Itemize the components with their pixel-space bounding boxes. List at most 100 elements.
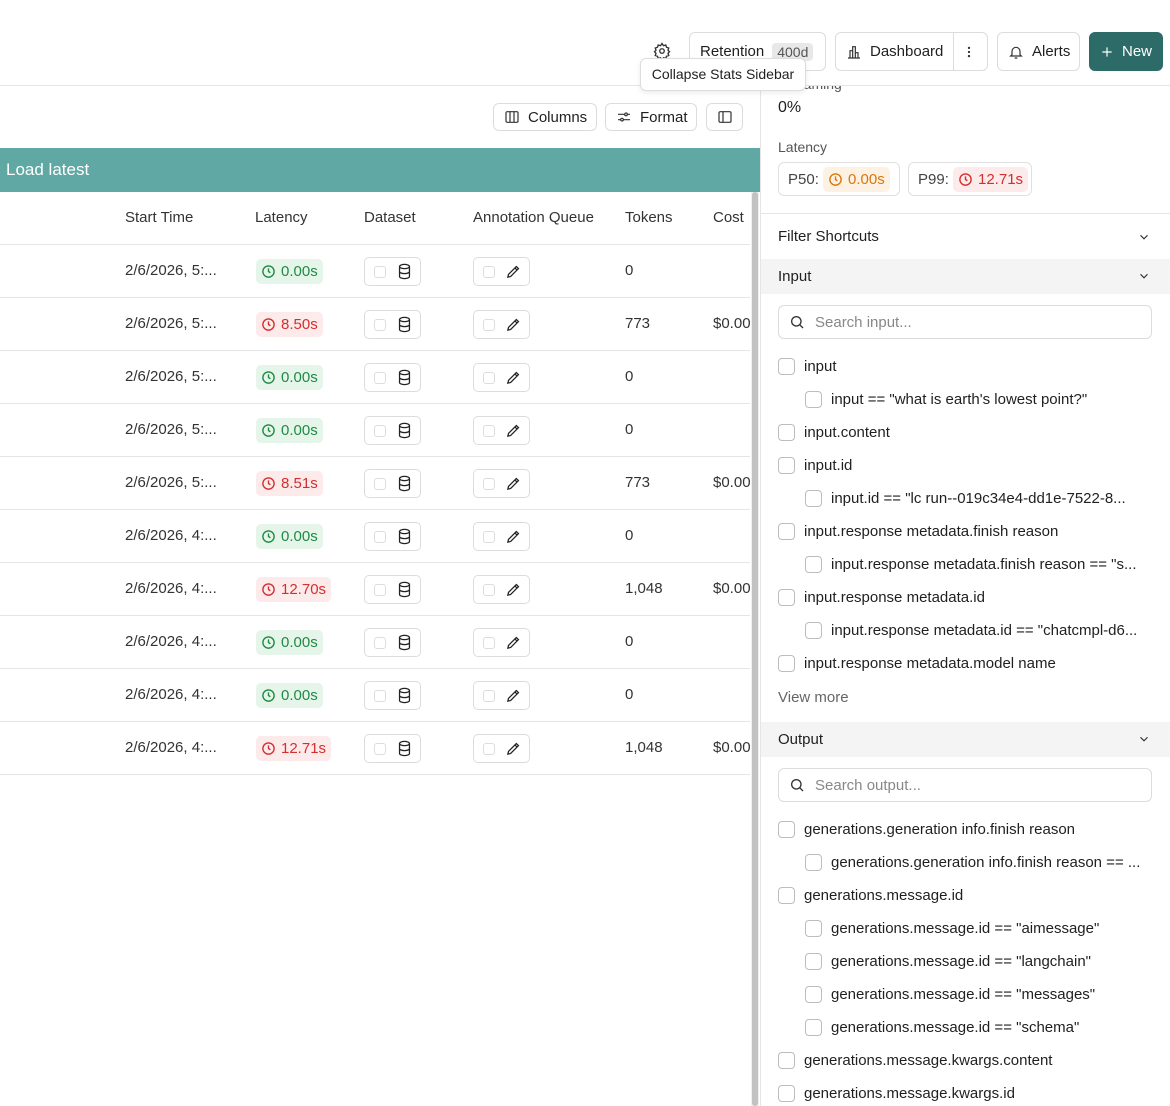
latency-pill: 0.00s [256,259,323,284]
filter-shortcuts-title[interactable]: Filter Shortcuts [778,228,879,245]
annotate-button[interactable] [473,681,530,710]
retention-badge: 400d [772,42,814,61]
annotate-button[interactable] [473,363,530,392]
filter-checkbox[interactable] [805,622,822,639]
table-row[interactable]: 2/6/2026, 4:... 0.00s 0 [0,616,750,669]
columns-label: Columns [528,108,588,126]
cost: $0.00 [713,580,750,597]
filter-checkbox[interactable] [778,887,795,904]
dataset-button[interactable] [364,416,421,445]
latency-pill: 0.00s [256,365,323,390]
new-button[interactable]: New [1089,32,1163,71]
pencil-icon [505,369,522,390]
dataset-button[interactable] [364,681,421,710]
dataset-button[interactable] [364,363,421,392]
dataset-button[interactable] [364,734,421,763]
section-header[interactable] [761,722,1170,757]
filter-checkbox[interactable] [778,358,795,375]
filter-label: input.response metadata.id == "chatcmpl-… [831,622,1138,639]
dataset-button[interactable] [364,469,421,498]
pencil-icon [505,475,522,496]
filter-checkbox[interactable] [805,556,822,573]
filter-checkbox[interactable] [778,523,795,540]
filter-checkbox[interactable] [805,854,822,871]
annotate-button[interactable] [473,628,530,657]
filter-checkbox[interactable] [805,920,822,937]
alerts-label: Alerts [1032,43,1071,60]
filter-checkbox[interactable] [805,1019,822,1036]
dataset-button[interactable] [364,575,421,604]
search-box[interactable]: Search output... [778,768,1152,802]
filter-checkbox[interactable] [778,589,795,606]
filter-checkbox[interactable] [778,655,795,672]
p99-pill: 12.71s [953,167,1029,192]
dataset-button[interactable] [364,522,421,551]
database-icon [396,316,413,337]
checkbox [483,690,495,702]
annotate-button[interactable] [473,310,530,339]
annotate-button[interactable] [473,575,530,604]
cost: $0.00 [713,315,750,332]
filter-label: generations.message.id == "messages" [831,986,1096,1003]
filter-checkbox[interactable] [778,1085,795,1102]
filter-checkbox[interactable] [805,391,822,408]
table-row[interactable]: 2/6/2026, 4:... 12.71s 1,048 $0.00 [0,722,750,775]
search-box[interactable]: Search input... [778,305,1152,339]
view-more[interactable]: View more [778,689,849,706]
annotate-button[interactable] [473,257,530,286]
table-row[interactable]: 2/6/2026, 5:... 0.00s 0 [0,351,750,404]
format-button[interactable]: Format [605,103,697,131]
filter-label: generations.generation info.finish reaso… [804,821,1076,838]
table-row[interactable]: 2/6/2026, 5:... 0.00s 0 [0,404,750,457]
header-border [0,244,750,245]
start-time: 2/6/2026, 5:... [125,262,217,279]
filter-checkbox[interactable] [805,490,822,507]
dataset-button[interactable] [364,628,421,657]
annotate-button[interactable] [473,522,530,551]
latency-pill: 0.00s [256,418,323,443]
pencil-icon [505,528,522,549]
divider [953,33,955,70]
table-row[interactable]: 2/6/2026, 4:... 0.00s 0 [0,669,750,722]
table-row[interactable]: 2/6/2026, 5:... 0.00s 0 [0,245,750,298]
checkbox [374,266,386,278]
tokens: 0 [625,368,634,385]
filter-checkbox[interactable] [778,424,795,441]
sidebar-toggle[interactable] [706,103,743,131]
load-latest-banner[interactable]: Load latest [0,148,760,192]
checkbox [483,319,495,331]
table-row[interactable]: 2/6/2026, 4:... 0.00s 0 [0,510,750,563]
database-icon [396,687,413,708]
alerts-button[interactable]: Alerts [997,32,1080,71]
latency-value: 12.71s [281,740,327,757]
filter-checkbox[interactable] [778,1052,795,1069]
annotate-button[interactable] [473,734,530,763]
cost: $0.00 [713,474,750,491]
dataset-button[interactable] [364,257,421,286]
filter-checkbox[interactable] [778,821,795,838]
section-header[interactable] [761,259,1170,294]
settings-icon[interactable] [653,42,671,60]
table-row[interactable]: 2/6/2026, 5:... 8.51s 773 $0.00 [0,457,750,510]
tokens: 0 [625,527,634,544]
latency-value: 0.00s [281,263,318,280]
annotate-button[interactable] [473,416,530,445]
pencil-icon [505,316,522,337]
filter-checkbox[interactable] [778,457,795,474]
filter-checkbox[interactable] [805,986,822,1003]
dataset-button[interactable] [364,310,421,339]
filter-checkbox[interactable] [805,953,822,970]
checkbox [374,637,386,649]
database-icon [396,475,413,496]
database-icon [396,581,413,602]
latency-value: 0.00s [281,422,318,439]
dashboard-button[interactable]: Dashboard [835,32,988,71]
sidebar-border [760,86,761,1106]
annotate-button[interactable] [473,469,530,498]
table-row[interactable]: 2/6/2026, 5:... 8.50s 773 $0.00 [0,298,750,351]
table: Start Time Latency Dataset Annotation Queue… [0,192,750,1106]
database-icon [396,634,413,655]
columns-button[interactable]: Columns [493,103,597,131]
table-row[interactable]: 2/6/2026, 4:... 12.70s 1,048 $0.00 [0,563,750,616]
